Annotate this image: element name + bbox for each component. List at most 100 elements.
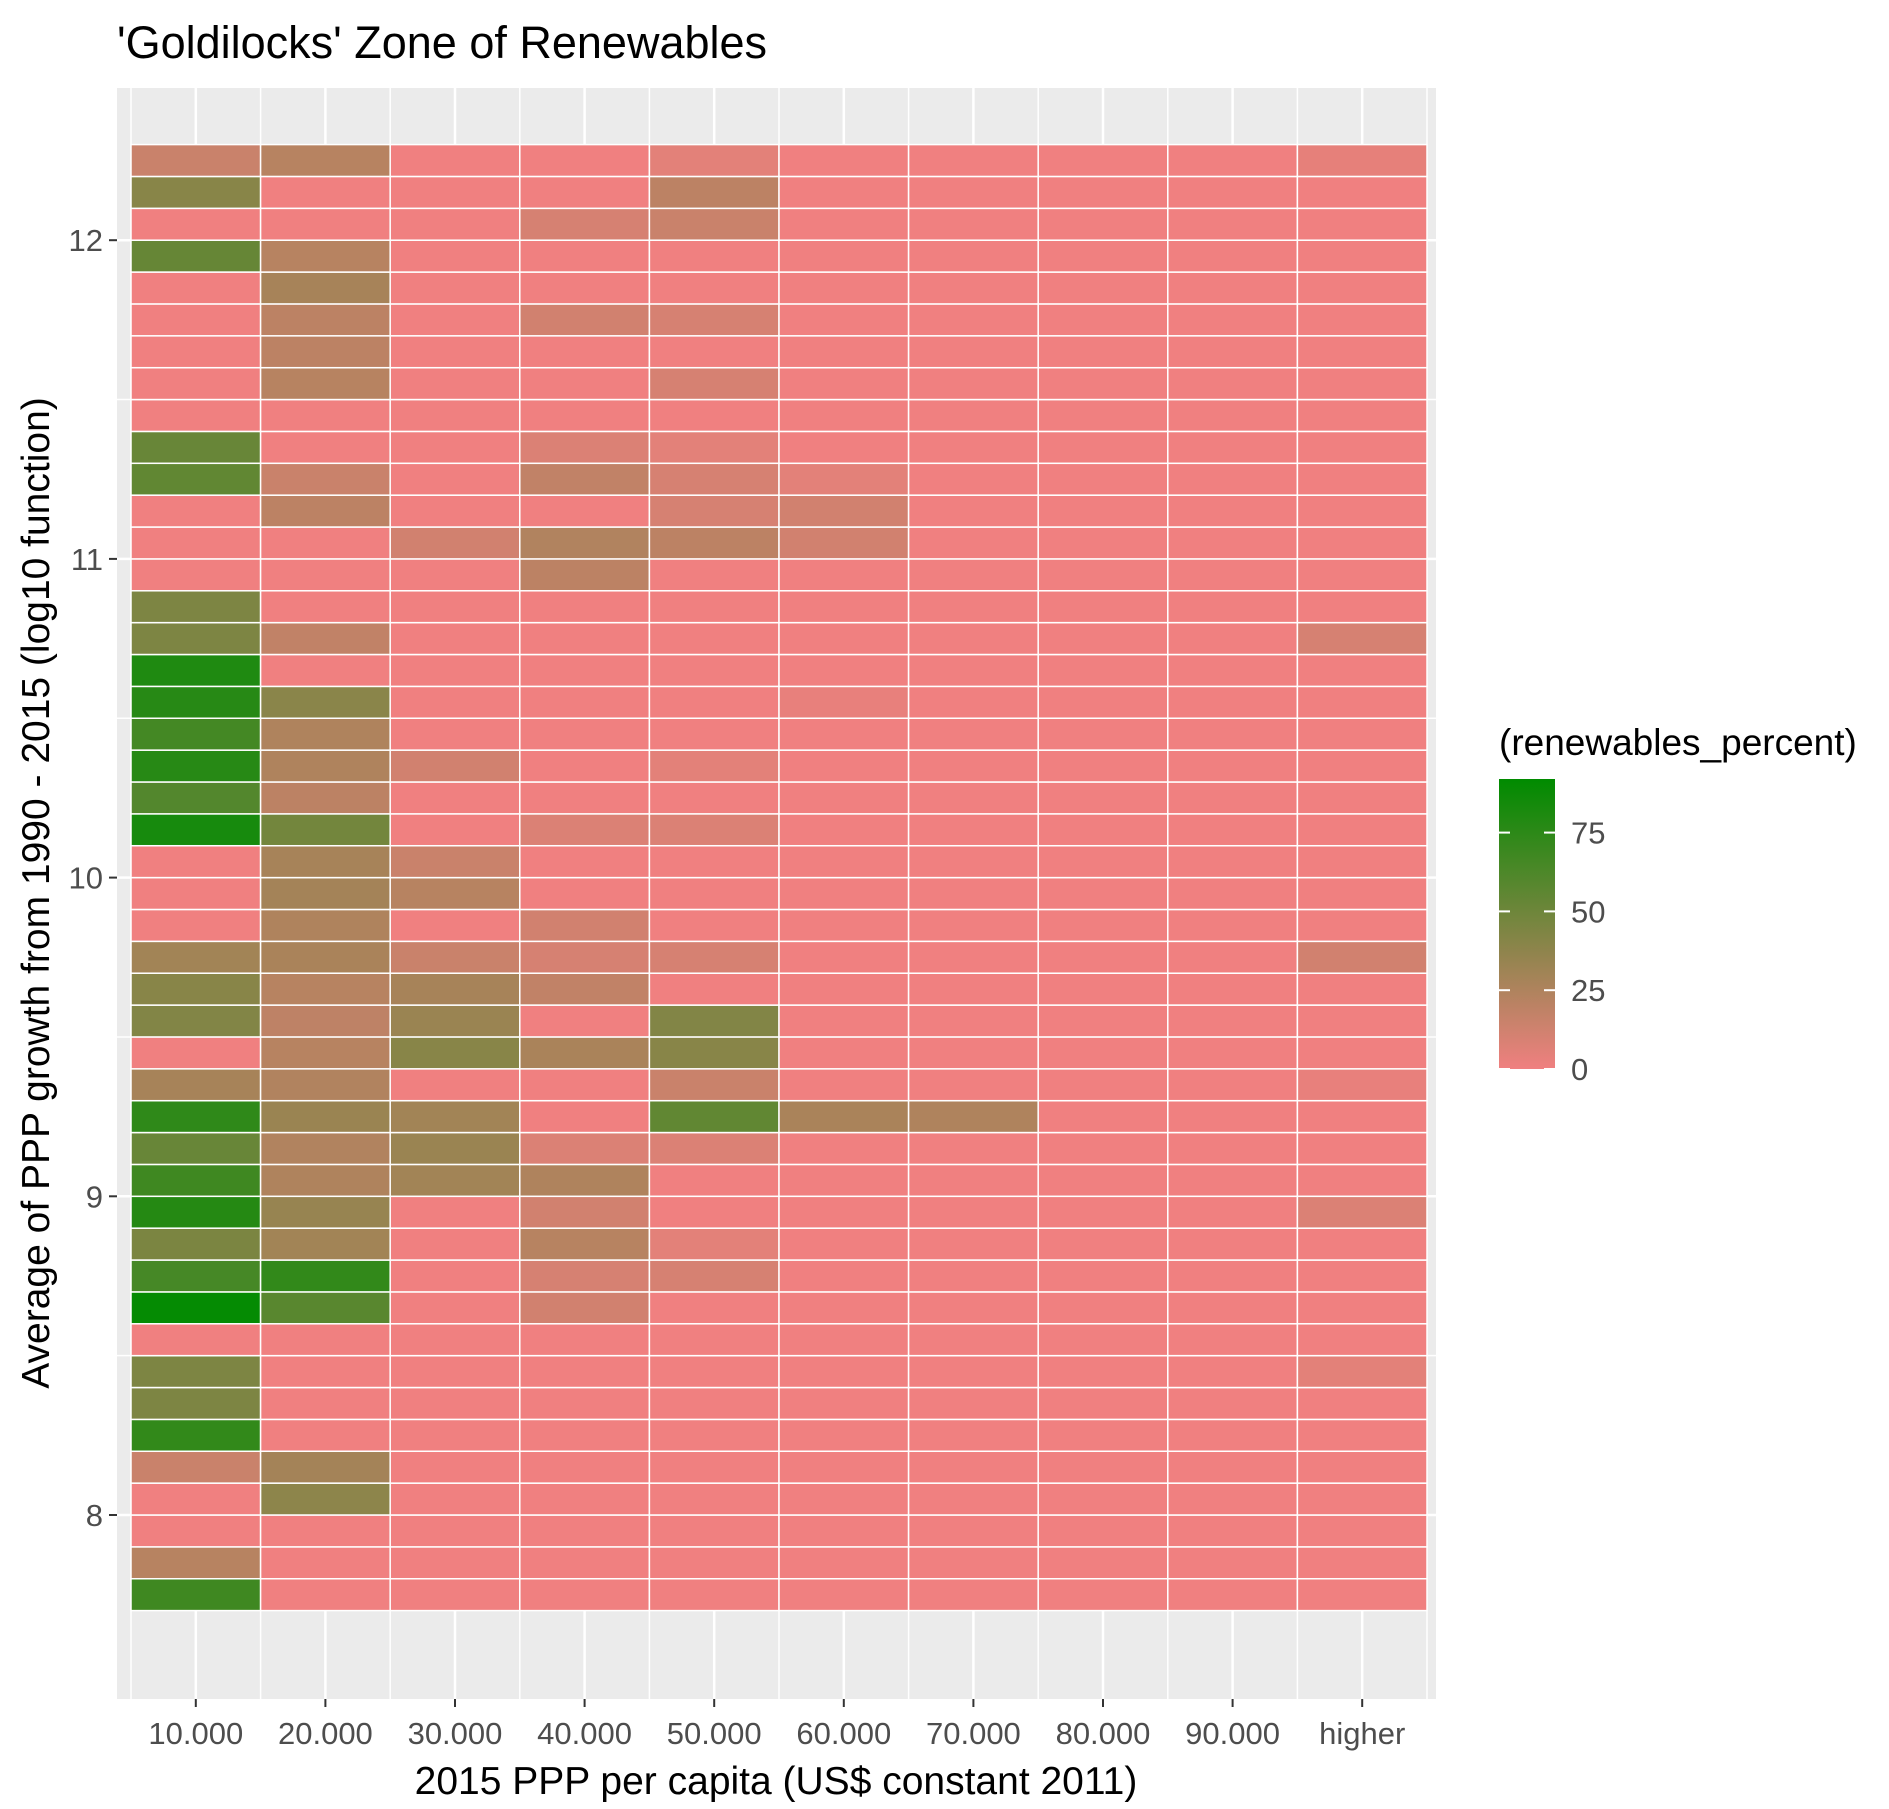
heatmap-tile (130, 940, 262, 974)
heatmap-tile (907, 1195, 1039, 1229)
heatmap-tile (130, 972, 262, 1006)
heatmap-tile (1037, 940, 1169, 974)
heatmap-tile (519, 462, 651, 496)
heatmap-tile (1296, 526, 1428, 560)
heatmap-tile (907, 1354, 1039, 1389)
heatmap-tile (130, 1418, 262, 1453)
heatmap-tile (1167, 494, 1299, 528)
heatmap-tile (778, 685, 910, 720)
heatmap-tile (648, 1099, 780, 1134)
heatmap-tile (778, 781, 910, 815)
heatmap-tile (648, 335, 780, 369)
heatmap-tile (1296, 781, 1428, 815)
heatmap-tile (648, 1323, 780, 1357)
heatmap-tile (389, 717, 521, 751)
heatmap-tile (778, 1195, 910, 1229)
heatmap-tile (648, 143, 780, 178)
heatmap-tile (130, 1386, 262, 1421)
heatmap-tile (648, 1418, 780, 1453)
heatmap-tile (648, 1068, 780, 1102)
heatmap-tile (519, 1514, 651, 1548)
heatmap-tile (778, 590, 910, 624)
heatmap-tile (1037, 1546, 1169, 1580)
heatmap-tile (130, 526, 262, 560)
heatmap-tile (1037, 1354, 1169, 1389)
heatmap-tile (519, 398, 651, 433)
heatmap-tile (130, 781, 262, 815)
heatmap-tile (778, 1131, 910, 1166)
heatmap-tile (389, 1450, 521, 1484)
heatmap-tile (389, 526, 521, 560)
heatmap-tile (1167, 1577, 1299, 1612)
heatmap-tile (130, 590, 262, 624)
legend-colorbar (1499, 779, 1555, 1069)
heatmap-tile (389, 1163, 521, 1198)
heatmap-tile (519, 590, 651, 624)
heatmap-tile (259, 1450, 391, 1484)
heatmap-tile (907, 685, 1039, 720)
heatmap-tile (1167, 1291, 1299, 1325)
legend-tick-label: 0 (1571, 1052, 1588, 1087)
heatmap-tile (1296, 271, 1428, 305)
heatmap-tile (130, 1291, 262, 1325)
heatmap-tile (1037, 1291, 1169, 1325)
x-tick-label: 70.000 (926, 1716, 1021, 1751)
heatmap-tile (389, 335, 521, 369)
heatmap-tile (1037, 685, 1169, 720)
heatmap-tile (1167, 1131, 1299, 1166)
heatmap-tile (907, 1514, 1039, 1548)
heatmap-tile (519, 844, 651, 879)
heatmap-tile (1037, 590, 1169, 624)
heatmap-tile (259, 1546, 391, 1580)
heatmap-tile (648, 1577, 780, 1612)
heatmap-tile (1037, 1323, 1169, 1357)
y-tick-label: 10 (69, 861, 103, 896)
heatmap-tile (907, 462, 1039, 496)
color-legend: (renewables_percent) 0 25 50 75 (1499, 722, 1857, 1087)
heatmap-tile (389, 1482, 521, 1516)
heatmap-tile (1296, 1259, 1428, 1293)
heatmap-tile (130, 908, 262, 943)
heatmap-tiles (130, 143, 1428, 1612)
heatmap-tile (907, 844, 1039, 879)
heatmap-tile (778, 335, 910, 369)
heatmap-tile (907, 143, 1039, 178)
heatmap-tile (1037, 335, 1169, 369)
heatmap-tile (259, 717, 391, 751)
chart-title: 'Goldilocks' Zone of Renewables (117, 17, 767, 68)
heatmap-tile (1037, 813, 1169, 847)
heatmap-tile (1037, 653, 1169, 688)
heatmap-tile (1167, 1227, 1299, 1261)
heatmap-tile (389, 1099, 521, 1134)
heatmap-tile (778, 813, 910, 847)
heatmap-tile (1167, 781, 1299, 815)
heatmap-tile (1167, 1418, 1299, 1453)
heatmap-tile (1167, 398, 1299, 433)
heatmap-tile (778, 207, 910, 241)
heatmap-tile (1296, 1514, 1428, 1548)
heatmap-tile (1037, 1068, 1169, 1102)
heatmap-tile (907, 1291, 1039, 1325)
heatmap-tile (389, 1323, 521, 1357)
heatmap-tile (259, 1418, 391, 1453)
heatmap-tile (130, 398, 262, 433)
heatmap-tile (259, 972, 391, 1006)
heatmap-tile (519, 143, 651, 178)
heatmap-tile (1167, 972, 1299, 1006)
heatmap-tile (130, 749, 262, 783)
heatmap-tile (389, 430, 521, 465)
heatmap-tile (907, 621, 1039, 656)
heatmap-tile (130, 303, 262, 337)
heatmap-tile (1167, 430, 1299, 465)
heatmap-tile (259, 1354, 391, 1389)
heatmap-tile (648, 876, 780, 911)
heatmap-tile (1167, 1004, 1299, 1038)
heatmap-tile (130, 621, 262, 656)
heatmap-tile (1296, 462, 1428, 496)
heatmap-tile (389, 972, 521, 1006)
heatmap-tile (389, 143, 521, 178)
heatmap-tile (1167, 143, 1299, 178)
heatmap-tile (130, 653, 262, 688)
heatmap-tile (1037, 366, 1169, 401)
